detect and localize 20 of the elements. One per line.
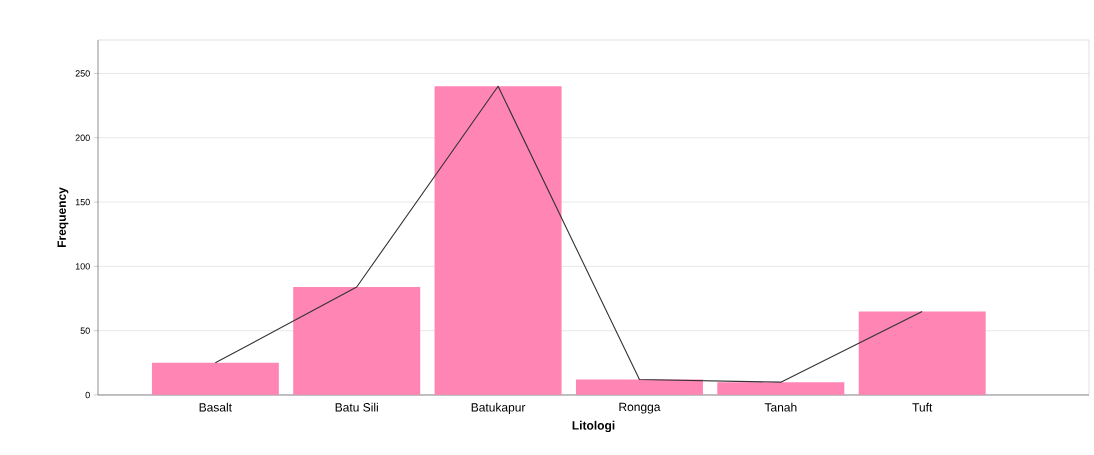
y-tick-label: 150 [75,198,90,206]
bar [151,362,279,395]
y-tick-label: 200 [75,134,90,141]
y-tick-label: 50 [80,327,90,334]
x-axis-title: Litologi [572,420,615,433]
x-tick-label: Tuft [912,402,933,412]
x-tick-label: Tanah [764,402,797,412]
line-series [214,85,923,383]
bar [858,311,986,395]
x-tick-label: Rongga [619,402,661,414]
y-axis-title: Frequency [57,187,69,248]
y-tick-label: 0 [85,391,90,399]
bar [717,382,845,395]
x-tick-label: Batu Sili [335,402,378,412]
x-tick-label: Basalt [199,402,232,412]
bar [293,286,421,395]
bar [434,86,562,395]
x-tick-label: Batukapur [471,402,526,414]
y-tick-label: 250 [75,70,90,77]
y-tick-label: 100 [75,263,90,270]
